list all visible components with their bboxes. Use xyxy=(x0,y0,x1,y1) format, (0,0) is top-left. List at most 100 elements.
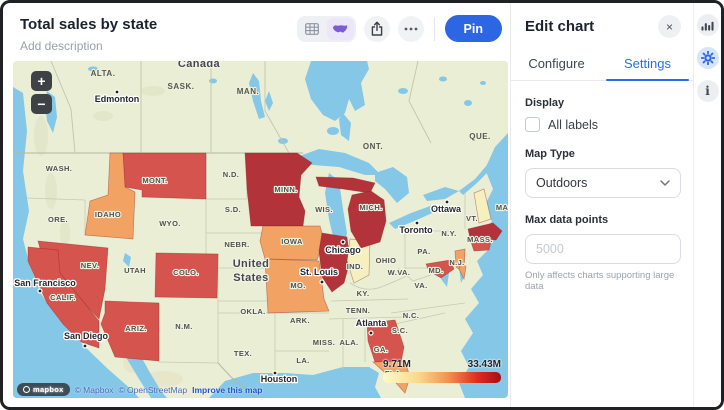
osm-attribution-link[interactable]: © OpenStreetMap xyxy=(118,384,188,395)
state-label: ALA. xyxy=(339,338,358,347)
state-shape-massachusetts[interactable] xyxy=(467,222,503,241)
info-button[interactable]: i xyxy=(696,80,719,102)
max-data-points-input[interactable] xyxy=(525,234,681,264)
state-label: N.M. xyxy=(175,322,192,331)
city-label: San Francisco xyxy=(14,278,76,288)
city-label: Toronto xyxy=(399,225,433,235)
max-data-points-label: Max data points xyxy=(525,214,609,226)
city-label: Houston xyxy=(261,374,298,384)
map-type-label: Map Type xyxy=(525,148,575,160)
state-label: MICH. xyxy=(359,203,382,212)
mapbox-logo[interactable]: mapbox xyxy=(17,383,70,396)
state-shape-california[interactable] xyxy=(27,246,100,349)
country-label: United xyxy=(233,258,270,270)
add-description-link[interactable]: Add description xyxy=(20,38,103,53)
ellipsis-icon xyxy=(404,27,417,30)
close-panel-button[interactable]: × xyxy=(658,15,681,38)
city-dot xyxy=(319,279,325,285)
state-label: KY. xyxy=(357,289,370,298)
chart-report-button[interactable] xyxy=(696,14,719,36)
state-label: S.C. xyxy=(392,326,408,335)
city-dot xyxy=(414,220,420,226)
all-labels-row[interactable]: All labels xyxy=(525,117,681,132)
improve-map-link[interactable]: Improve this map xyxy=(192,384,263,395)
zoom-in-button[interactable]: + xyxy=(31,71,52,91)
state-label: COLO. xyxy=(173,268,199,277)
state-shape-idaho[interactable] xyxy=(84,152,136,240)
state-label: MONT. xyxy=(142,176,167,185)
state-label: WASH. xyxy=(46,164,73,173)
province-label: SASK. xyxy=(168,82,195,91)
more-options-button[interactable] xyxy=(397,15,424,42)
province-label: QUE. xyxy=(469,132,491,141)
helper-text: Only affects charts supporting large dat… xyxy=(525,270,675,292)
state-label: W.VA. xyxy=(388,268,411,277)
chevron-down-icon xyxy=(660,180,670,186)
state-label: TEX. xyxy=(234,349,252,358)
state-shape-missouri[interactable] xyxy=(264,258,330,314)
bar-chart-icon xyxy=(701,21,714,31)
city-label: San Diego xyxy=(64,331,109,341)
state-shape-illinois[interactable] xyxy=(318,232,351,293)
state-shape-maryland[interactable] xyxy=(425,259,455,279)
sales-choropleth-map[interactable]: Canada United States ALTA. SASK. MAN. ONT. QUE.… xyxy=(13,61,508,398)
color-legend: 9.71M 33.43M xyxy=(383,359,501,383)
gear-icon xyxy=(700,51,715,65)
edit-chart-panel: Edit chart × Configure Settings Display … xyxy=(510,3,693,407)
water-bodies xyxy=(13,61,508,398)
country-label: States xyxy=(233,272,268,284)
panel-title: Edit chart xyxy=(525,18,595,35)
state-label: ARIZ. xyxy=(125,324,147,333)
all-labels-checkbox[interactable] xyxy=(525,117,540,132)
tab-settings[interactable]: Settings xyxy=(602,48,693,81)
view-toggle xyxy=(296,15,356,42)
state-label: GA. xyxy=(374,345,389,354)
us-map-icon xyxy=(332,24,348,33)
state-shape-minnesota[interactable] xyxy=(244,152,313,227)
state-label: MASS. xyxy=(467,235,493,244)
side-icon-rail: i xyxy=(693,3,721,407)
map-type-select[interactable]: Outdoors xyxy=(525,168,681,198)
tab-configure[interactable]: Configure xyxy=(528,56,585,71)
chart-card: Total sales by state Add description xyxy=(3,3,510,407)
table-view-button[interactable] xyxy=(299,18,326,40)
city-dot xyxy=(340,239,346,245)
province-label: ONT. xyxy=(363,142,383,151)
zoom-out-button[interactable]: − xyxy=(31,94,52,114)
map-labels: Canada United States ALTA. SASK. MAN. ONT. QUE.… xyxy=(13,61,508,385)
city-dot xyxy=(272,370,278,376)
map-container[interactable]: Canada United States ALTA. SASK. MAN. ONT. QUE.… xyxy=(13,61,508,398)
state-shape-iowa[interactable] xyxy=(259,225,325,261)
pin-button[interactable]: Pin xyxy=(444,15,502,42)
mapbox-attribution-link[interactable]: © Mapbox xyxy=(74,384,114,395)
state-label: ORE. xyxy=(48,215,68,224)
state-shape-arizona[interactable] xyxy=(100,300,160,362)
state-shape-michigan[interactable] xyxy=(347,190,387,249)
city-dot xyxy=(444,199,450,205)
export-button[interactable] xyxy=(363,15,390,42)
city-label: Edmonton xyxy=(95,94,140,104)
state-label: MINN. xyxy=(274,185,297,194)
state-label: N.C. xyxy=(403,311,420,320)
settings-rail-button[interactable] xyxy=(696,47,719,69)
legend-max-value: 33.43M xyxy=(467,359,501,370)
map-zoom-controls: + − xyxy=(31,71,52,114)
state-label: MISS. xyxy=(313,338,335,347)
panel-tabs: Configure Settings xyxy=(511,48,693,81)
state-label: UTAH xyxy=(124,266,146,275)
state-label: LA. xyxy=(296,356,309,365)
state-label: MAINE xyxy=(496,203,508,212)
info-icon: i xyxy=(705,84,710,98)
state-shape-connecticut-rhodeisland[interactable] xyxy=(469,236,493,252)
share-icon xyxy=(371,21,382,36)
city-label: Ottawa xyxy=(431,204,462,214)
map-view-button[interactable] xyxy=(326,17,354,40)
card-header: Total sales by state Add description xyxy=(3,3,510,61)
state-shape-new-hampshire[interactable] xyxy=(473,188,492,224)
state-label: VT. xyxy=(466,214,478,223)
city-label: Atlanta xyxy=(356,318,387,328)
state-shape-delaware[interactable] xyxy=(458,260,467,281)
state-label: IDAHO xyxy=(95,210,121,219)
state-shape-colorado[interactable] xyxy=(154,252,219,299)
province-label: ALTA. xyxy=(91,69,116,78)
